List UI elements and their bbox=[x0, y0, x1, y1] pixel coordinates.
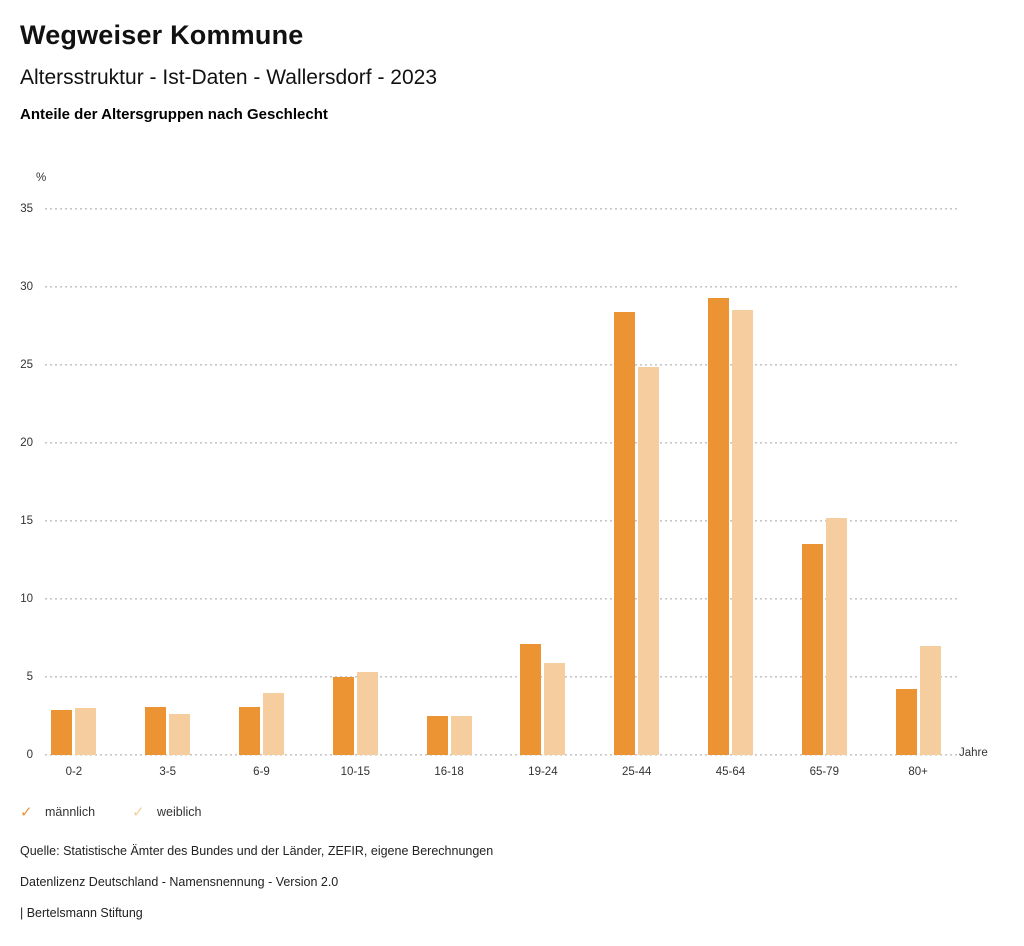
legend-item-weiblich[interactable]: ✓ weiblich bbox=[132, 803, 201, 821]
legend-label: männlich bbox=[45, 805, 96, 819]
bar-weiblich-0-2[interactable] bbox=[75, 708, 97, 755]
y-axis: 0 5 10 15 20 25 30 35 bbox=[0, 203, 33, 761]
bar-männlich-80+[interactable] bbox=[895, 689, 917, 755]
bar-männlich-45-64[interactable] bbox=[707, 297, 729, 755]
bar-group-80+ bbox=[871, 209, 965, 755]
x-tick-label: 10-15 bbox=[340, 766, 370, 778]
bar-männlich-16-18[interactable] bbox=[426, 716, 448, 755]
bar-weiblich-19-24[interactable] bbox=[544, 662, 566, 755]
y-tick-label: 10 bbox=[20, 593, 33, 606]
bar-weiblich-10-15[interactable] bbox=[356, 672, 378, 755]
x-tick-label: 6-9 bbox=[253, 766, 270, 778]
bar-weiblich-25-44[interactable] bbox=[638, 366, 660, 755]
license-note: Datenlizenz Deutschland - Namensnennung … bbox=[20, 875, 339, 889]
y-tick-label: 20 bbox=[20, 437, 33, 450]
x-axis-unit-label: Jahre bbox=[959, 747, 988, 759]
y-tick-label: 25 bbox=[20, 359, 33, 371]
x-axis-labels: 0-2 3-5 6-9 10-15 16-18 19-24 25-44 45-64 65-79 8… bbox=[27, 766, 965, 778]
bar-group-0-2 bbox=[27, 209, 121, 755]
y-axis-unit-label: % bbox=[36, 172, 47, 184]
bar-group-10-15 bbox=[308, 209, 402, 755]
gridline bbox=[45, 442, 957, 445]
publisher-note: | Bertelsmann Stiftung bbox=[20, 906, 143, 920]
x-tick-label: 45-64 bbox=[715, 766, 746, 778]
legend-label: weiblich bbox=[157, 805, 202, 819]
bar-weiblich-3-5[interactable] bbox=[169, 714, 191, 755]
bar-männlich-0-2[interactable] bbox=[51, 709, 73, 755]
check-icon: ✓ bbox=[20, 804, 33, 821]
plot-area bbox=[27, 208, 965, 756]
check-icon: ✓ bbox=[132, 804, 145, 821]
bar-group-25-44 bbox=[590, 209, 684, 755]
bar-männlich-10-15[interactable] bbox=[332, 677, 354, 755]
bar-männlich-65-79[interactable] bbox=[801, 544, 823, 755]
gridline bbox=[45, 208, 957, 210]
chart-title: Anteile der Altersgruppen nach Geschlech… bbox=[20, 106, 328, 123]
y-tick-label: 30 bbox=[20, 281, 33, 293]
y-tick-label: 0 bbox=[26, 749, 33, 761]
gridlines bbox=[45, 208, 957, 756]
x-tick-label: 80+ bbox=[908, 766, 928, 778]
x-tick-label: 19-24 bbox=[528, 766, 558, 778]
bar-männlich-3-5[interactable] bbox=[145, 706, 167, 755]
bar-group-19-24 bbox=[496, 209, 590, 755]
gridline bbox=[45, 754, 957, 756]
page-subtitle: Altersstruktur - Ist-Daten - Wallersdorf… bbox=[20, 66, 438, 89]
page-title: Wegweiser Kommune bbox=[20, 20, 304, 50]
bar-männlich-6-9[interactable] bbox=[238, 706, 260, 755]
bar-weiblich-45-64[interactable] bbox=[731, 310, 753, 755]
bar-group-6-9 bbox=[215, 209, 309, 755]
gridline bbox=[45, 286, 957, 288]
gridline bbox=[45, 520, 957, 522]
bar-group-45-64 bbox=[684, 209, 778, 755]
gridline bbox=[45, 364, 957, 366]
y-tick-label: 35 bbox=[20, 203, 33, 215]
x-tick-label: 65-79 bbox=[809, 766, 839, 778]
legend: ✓ männlich ✓ weiblich bbox=[20, 803, 202, 821]
bar-group-3-5 bbox=[121, 209, 215, 755]
bar-group-65-79 bbox=[777, 209, 871, 755]
y-tick-label: 5 bbox=[26, 671, 33, 684]
bar-männlich-25-44[interactable] bbox=[614, 311, 636, 755]
x-tick-label: 25-44 bbox=[621, 766, 652, 778]
bar-groups bbox=[27, 209, 965, 755]
bar-weiblich-6-9[interactable] bbox=[262, 692, 284, 755]
x-tick-label: 16-18 bbox=[434, 766, 464, 778]
bar-group-16-18 bbox=[402, 209, 496, 755]
bar-weiblich-80+[interactable] bbox=[919, 645, 941, 755]
y-tick-label: 15 bbox=[20, 515, 33, 527]
gridline bbox=[45, 676, 957, 679]
bar-weiblich-16-18[interactable] bbox=[450, 716, 472, 755]
legend-item-männlich[interactable]: ✓ männlich bbox=[20, 803, 95, 821]
gridline bbox=[45, 598, 957, 601]
bar-weiblich-65-79[interactable] bbox=[825, 517, 847, 755]
source-note: Quelle: Statistische Ämter des Bundes un… bbox=[20, 844, 494, 858]
x-tick-label: 0-2 bbox=[65, 766, 83, 778]
bar-männlich-19-24[interactable] bbox=[520, 644, 542, 755]
x-tick-label: 3-5 bbox=[159, 766, 176, 778]
